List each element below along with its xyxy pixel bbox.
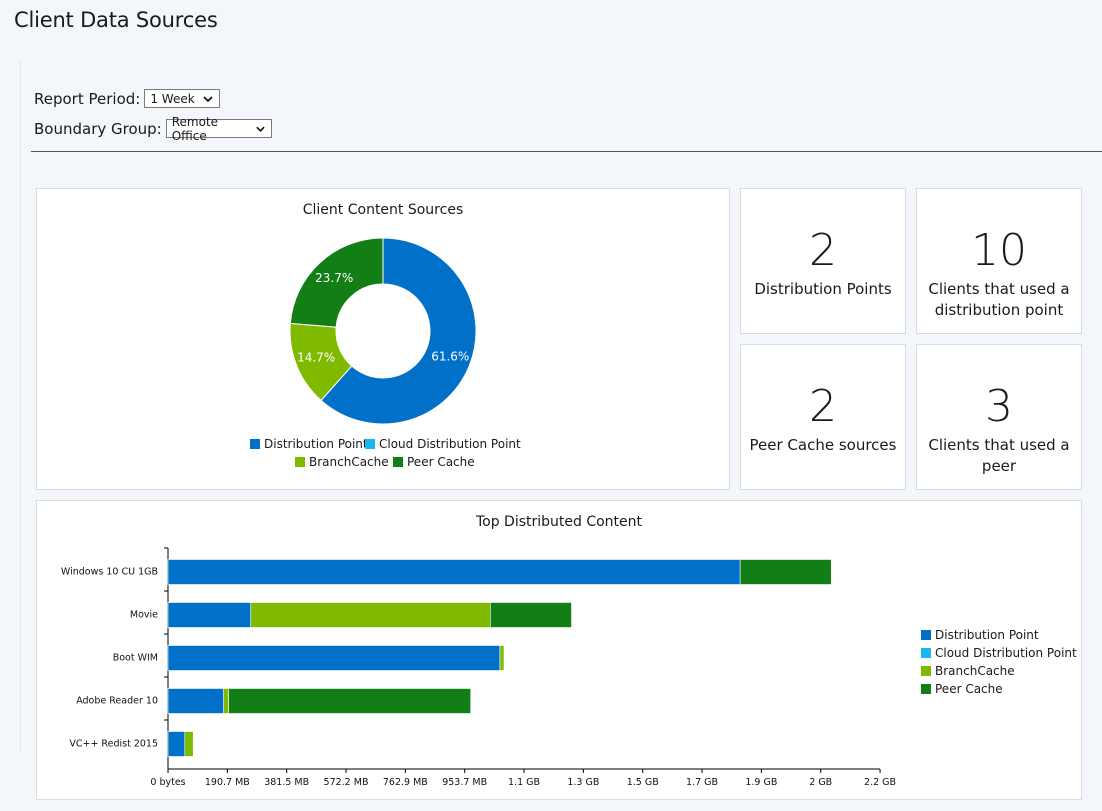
bar-segment-distribution-point bbox=[167, 731, 186, 757]
report-period-label: Report Period: bbox=[34, 89, 141, 108]
bar-segment-distribution-point bbox=[167, 559, 741, 585]
stat-caption: Clients that used a distribution point bbox=[928, 280, 1070, 319]
bar-segment-peer-cache bbox=[228, 688, 472, 714]
donut-chart-title: Client Content Sources bbox=[302, 202, 464, 218]
bar-segment-distribution-point bbox=[167, 645, 501, 671]
legend-label: Peer Cache bbox=[935, 682, 1003, 696]
stat-tile-clients-used-dp: 10 Clients that used a distribution poin… bbox=[916, 188, 1082, 334]
stat-value: 2 bbox=[809, 381, 837, 432]
x-tick-label: 381.5 MB bbox=[264, 777, 309, 788]
stat-tile-clients-used-peer: 3 Clients that used a peer bbox=[916, 344, 1082, 490]
x-tick-label: 1.1 GB bbox=[508, 777, 540, 788]
report-period-value: 1 Week bbox=[150, 91, 195, 106]
bar-segment-distribution-point bbox=[167, 688, 224, 714]
boundary-group-select[interactable]: Remote Office bbox=[165, 115, 272, 143]
donut-slice-label: 61.6% bbox=[431, 350, 469, 364]
boundary-group-filter: Boundary Group: Remote Office bbox=[34, 115, 272, 143]
bar-chart-title: Top Distributed Content bbox=[475, 514, 643, 530]
bar-segment-branchcache bbox=[184, 731, 194, 757]
chevron-down-icon bbox=[256, 126, 265, 132]
stat-tile-distribution-points: 2 Distribution Points bbox=[740, 188, 906, 334]
bar-legend-cloud-distribution-point: Cloud Distribution Point bbox=[921, 646, 1077, 660]
x-tick-label: 190.7 MB bbox=[205, 777, 250, 788]
report-period-filter: Report Period: 1 Week bbox=[34, 89, 221, 108]
x-tick-label: 0 bytes bbox=[150, 777, 185, 788]
bar-segment-branchcache bbox=[223, 688, 229, 714]
bar-segment-peer-cache bbox=[739, 559, 832, 585]
x-tick-label: 2 GB bbox=[809, 777, 832, 788]
y-tick-label: VC++ Redist 2015 bbox=[69, 739, 158, 750]
legend-label: Cloud Distribution Point bbox=[935, 646, 1077, 660]
y-tick-label: Windows 10 CU 1GB bbox=[61, 567, 158, 578]
legend-label: BranchCache bbox=[935, 664, 1015, 678]
stat-value: 2 bbox=[809, 225, 837, 276]
bar-segment-peer-cache bbox=[490, 602, 572, 628]
donut-slice-label: 14.7% bbox=[297, 351, 335, 365]
legend-label: Distribution Point bbox=[935, 628, 1039, 642]
x-tick-label: 1.9 GB bbox=[745, 777, 777, 788]
x-tick-label: 1.3 GB bbox=[567, 777, 599, 788]
legend-label: Cloud Distribution Point bbox=[379, 437, 521, 451]
stat-caption: Peer Cache sources bbox=[749, 436, 897, 454]
donut-legend-distribution-point: Distribution Point bbox=[250, 437, 368, 451]
y-tick-label: Adobe Reader 10 bbox=[76, 696, 158, 707]
legend-label: Peer Cache bbox=[407, 455, 475, 469]
donut-legend-branchcache: BranchCache bbox=[295, 455, 389, 469]
x-tick-label: 1.5 GB bbox=[627, 777, 659, 788]
stat-caption: Clients that used a peer bbox=[928, 436, 1070, 475]
legend-swatch bbox=[295, 457, 305, 467]
legend-swatch bbox=[365, 439, 375, 449]
stat-tile-peer-cache-sources: 2 Peer Cache sources bbox=[740, 344, 906, 490]
y-tick-label: Movie bbox=[130, 610, 158, 621]
stat-caption: Distribution Points bbox=[754, 280, 892, 298]
bar-legend-branchcache: BranchCache bbox=[921, 664, 1015, 678]
left-divider bbox=[20, 60, 21, 750]
top-distributed-content-panel: Top Distributed Content Windows 10 CU 1G… bbox=[36, 500, 1082, 800]
legend-swatch bbox=[921, 648, 931, 658]
report-period-select[interactable]: 1 Week bbox=[144, 89, 221, 108]
x-tick-label: 1.7 GB bbox=[686, 777, 718, 788]
bar-segment-branchcache bbox=[250, 602, 491, 628]
stat-value: 3 bbox=[985, 381, 1013, 432]
legend-swatch bbox=[393, 457, 403, 467]
legend-swatch bbox=[921, 684, 931, 694]
x-tick-label: 953.7 MB bbox=[442, 777, 487, 788]
donut-legend-cloud-distribution-point: Cloud Distribution Point bbox=[365, 437, 521, 451]
header-divider bbox=[31, 151, 1102, 152]
x-tick-label: 762.9 MB bbox=[383, 777, 428, 788]
bar-legend-distribution-point: Distribution Point bbox=[921, 628, 1039, 642]
boundary-group-value: Remote Office bbox=[171, 114, 219, 143]
stat-value: 10 bbox=[971, 225, 1027, 276]
chevron-down-icon bbox=[203, 95, 213, 102]
legend-label: BranchCache bbox=[309, 455, 389, 469]
donut-slice-peer-cache bbox=[289, 237, 384, 328]
x-tick-label: 572.2 MB bbox=[324, 777, 369, 788]
boundary-group-label: Boundary Group: bbox=[34, 119, 162, 138]
legend-swatch bbox=[921, 630, 931, 640]
bar-legend-peer-cache: Peer Cache bbox=[921, 682, 1003, 696]
page-title: Client Data Sources bbox=[14, 8, 218, 32]
y-tick-label: Boot WIM bbox=[113, 653, 158, 664]
legend-swatch bbox=[250, 439, 260, 449]
legend-swatch bbox=[921, 666, 931, 676]
bar-chart: Windows 10 CU 1GB Movie Boot WIM Adobe Read… bbox=[61, 547, 896, 788]
bar-segment-branchcache bbox=[499, 645, 505, 671]
x-tick-label: 2.2 GB bbox=[864, 777, 896, 788]
donut-slice-label: 23.7% bbox=[315, 271, 353, 285]
bar-segment-distribution-point bbox=[167, 602, 252, 628]
donut-legend-peer-cache: Peer Cache bbox=[393, 455, 475, 469]
legend-label: Distribution Point bbox=[264, 437, 368, 451]
donut-slice-distribution-point bbox=[320, 237, 477, 425]
client-content-sources-panel: Client Content Sources 61.6% 14.7% 23.7% D… bbox=[36, 188, 730, 490]
donut-chart: 61.6% 14.7% 23.7% bbox=[289, 237, 477, 425]
